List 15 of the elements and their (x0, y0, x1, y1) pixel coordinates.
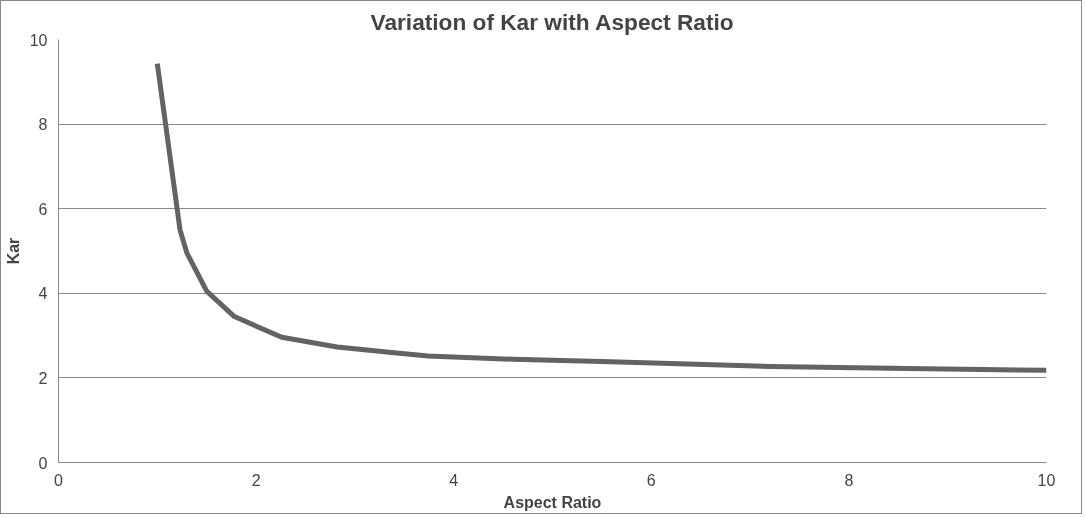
chart-title: Variation of Kar with Aspect Ratio (370, 8, 734, 35)
x-tick-label: 10 (1037, 471, 1056, 489)
x-tick-label: 4 (449, 471, 459, 489)
x-tick-label: 0 (54, 471, 64, 489)
x-tick-label: 6 (646, 471, 656, 489)
y-tick-label: 8 (38, 116, 48, 134)
y-tick-label: 6 (38, 200, 48, 218)
y-tick-label: 4 (38, 285, 48, 303)
x-tick-label: 8 (844, 471, 854, 489)
y-tick-label: 0 (38, 454, 48, 472)
x-axis-title: Aspect Ratio (503, 493, 602, 511)
x-tick-label: 2 (251, 471, 261, 489)
y-tick-label: 10 (29, 31, 48, 49)
y-axis-title: Kar (4, 237, 22, 265)
y-tick-label: 2 (38, 369, 48, 387)
